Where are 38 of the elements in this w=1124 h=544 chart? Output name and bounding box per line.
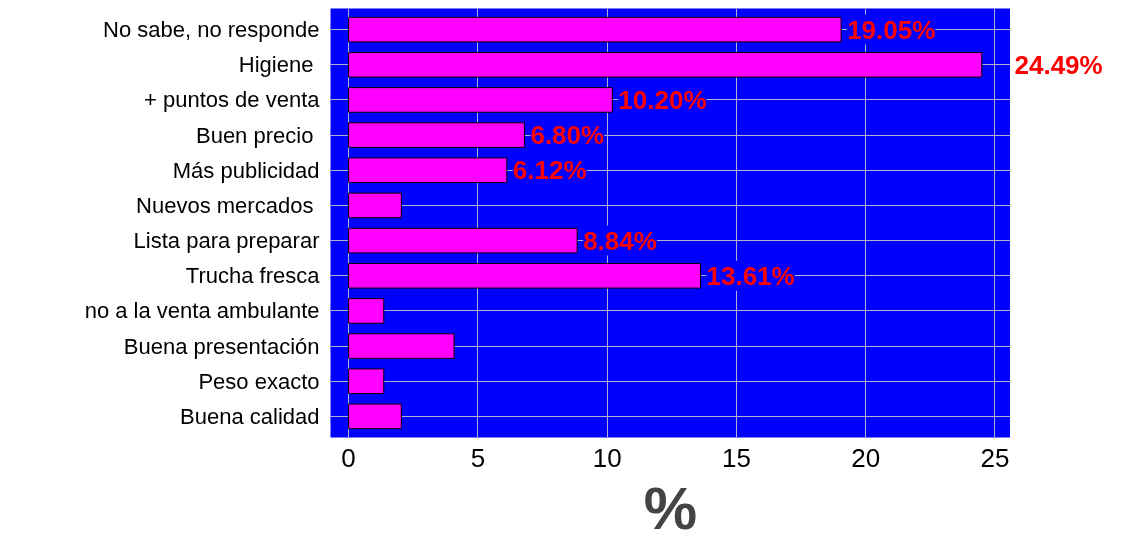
x-tick-label: 15 — [721, 442, 751, 473]
data-label: 13.61% — [706, 260, 795, 291]
bar — [348, 16, 842, 43]
data-label: 24.49% — [1014, 49, 1103, 80]
x-tick-label: 0 — [341, 442, 356, 473]
y-tick-label: Más publicidad — [172, 157, 320, 183]
bar — [348, 298, 385, 324]
bar — [348, 192, 402, 219]
data-label: 19.05% — [847, 14, 936, 45]
bar — [348, 333, 455, 359]
bar — [348, 368, 385, 395]
y-tick-label: Buena presentación — [123, 333, 320, 359]
y-tick-label: Peso exacto — [198, 368, 320, 394]
y-tick-label: Lista para preparar — [133, 228, 320, 254]
y-tick-label: Nuevos mercados — [136, 192, 314, 218]
y-tick-label: Buena calidad — [180, 403, 320, 429]
bar — [348, 227, 578, 254]
y-tick-label: Buen precio — [195, 122, 314, 148]
y-tick-label: Higiene — [238, 52, 314, 78]
x-tick-label: 5 — [470, 442, 486, 473]
data-label: 6.80% — [530, 120, 605, 151]
x-tick-label: 10 — [592, 442, 622, 473]
x-tick-label: 20 — [851, 442, 881, 473]
y-tick-label: + puntos de venta — [143, 87, 321, 113]
bar — [348, 51, 983, 78]
data-label: 6.12% — [512, 155, 587, 186]
y-tick-label: Trucha fresca — [185, 263, 321, 289]
data-label: 10.20% — [618, 84, 707, 115]
bar — [348, 87, 613, 113]
x-axis-title: % — [643, 474, 698, 542]
bar — [348, 122, 525, 148]
bar — [348, 262, 701, 289]
bar — [348, 403, 402, 430]
y-tick-label: no a la venta ambulante — [84, 298, 320, 324]
data-label: 8.84% — [583, 225, 657, 256]
y-tick-label: No sabe, no responde — [103, 17, 320, 43]
x-tick-label: 25 — [980, 442, 1010, 473]
bar — [348, 157, 508, 184]
